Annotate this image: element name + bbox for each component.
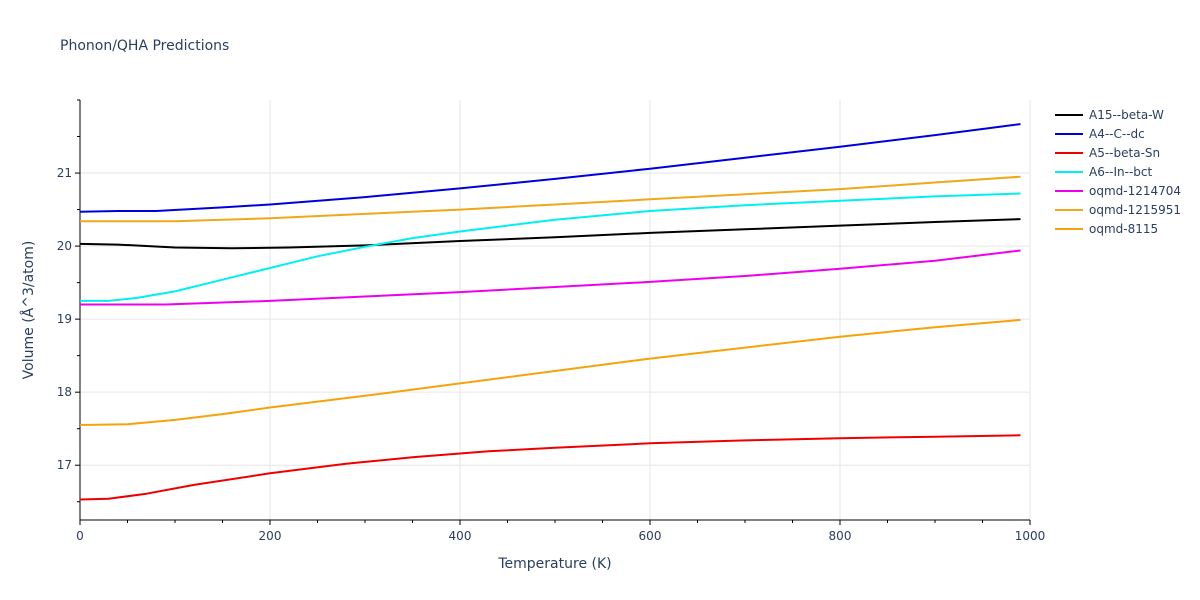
series-line-oqmd-1214704 (80, 249, 1021, 306)
legend-item[interactable]: oqmd-1214704 (1055, 184, 1181, 198)
y-tick-label: 20 (57, 239, 72, 253)
series-line-oqmd-1215951 (80, 175, 1021, 223)
y-tick-label: 21 (57, 166, 72, 180)
y-tick-label: 17 (57, 458, 72, 472)
x-tick-label: 0 (76, 529, 84, 543)
series-lines (79, 123, 1021, 501)
chart-title: Phonon/QHA Predictions (60, 38, 229, 54)
series-line-A5--beta-Sn (79, 434, 1021, 501)
axes: 0 200 400 600 800 1000 17 18 19 20 21 (57, 99, 1046, 543)
y-tick-label: 18 (57, 385, 72, 399)
legend-item[interactable]: A4--C--dc (1055, 127, 1145, 141)
y-axis-title: Volume (Å^3/atom) (20, 241, 37, 380)
legend-item[interactable]: A5--beta-Sn (1055, 146, 1160, 160)
legend: A15--beta-W A4--C--dc A5--beta-Sn A6--In--b… (1055, 108, 1181, 236)
legend-item[interactable]: A15--beta-W (1055, 108, 1164, 122)
legend-label: A6--In--bct (1089, 165, 1153, 179)
legend-item[interactable]: oqmd-1215951 (1055, 203, 1181, 217)
x-tick-label: 400 (449, 529, 472, 543)
legend-label: oqmd-1214704 (1089, 184, 1181, 198)
series-line-A6--In--bct (80, 192, 1021, 302)
legend-label: A15--beta-W (1089, 108, 1164, 122)
legend-label: A4--C--dc (1089, 127, 1145, 141)
x-tick-label: 600 (639, 529, 662, 543)
gridlines (80, 100, 1031, 520)
x-tick-label: 1000 (1015, 529, 1046, 543)
legend-label: oqmd-8115 (1089, 222, 1158, 236)
x-axis-title: Temperature (K) (497, 556, 611, 572)
legend-label: A5--beta-Sn (1089, 146, 1160, 160)
x-tick-label: 200 (259, 529, 282, 543)
series-line-A15--beta-W (79, 218, 1021, 250)
legend-item[interactable]: A6--In--bct (1055, 165, 1153, 179)
x-tick-label: 800 (829, 529, 852, 543)
legend-item[interactable]: oqmd-8115 (1055, 222, 1158, 236)
legend-label: oqmd-1215951 (1089, 203, 1181, 217)
series-line-oqmd-8115 (79, 318, 1021, 426)
series-line-A4--C--dc (79, 123, 1021, 213)
y-tick-label: 19 (57, 312, 72, 326)
